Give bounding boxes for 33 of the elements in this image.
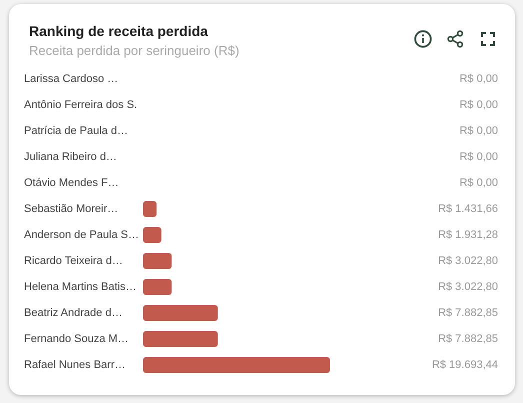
chart-subtitle: Receita perdida por seringueiro (R$) <box>29 43 240 58</box>
y-tick-label: Beatriz Andrade d… <box>24 307 122 319</box>
bar <box>143 330 218 348</box>
y-tick-label: Patrícia de Paula d… <box>24 125 128 137</box>
bar <box>143 200 157 218</box>
y-tick-label: Rafael Nunes Barr… <box>24 359 126 371</box>
data-label: R$ 0,00 <box>459 177 498 189</box>
bar <box>143 278 172 296</box>
data-label: R$ 7.882,85 <box>438 333 498 345</box>
y-tick-label: Helena Martins Batis… <box>24 281 136 293</box>
data-label: R$ 1.931,28 <box>438 229 498 241</box>
bar <box>143 356 330 374</box>
data-label: R$ 3.022,80 <box>438 281 498 293</box>
bar <box>143 226 162 244</box>
y-tick-label: Sebastião Moreir… <box>24 203 118 215</box>
y-tick-label: Fernando Souza M… <box>24 333 129 345</box>
y-tick-label: Antônio Ferreira dos S. <box>24 99 138 111</box>
data-label: R$ 7.882,85 <box>438 307 498 319</box>
bar <box>143 304 218 322</box>
data-label: R$ 3.022,80 <box>438 255 498 267</box>
y-tick-label: Anderson de Paula S… <box>24 229 139 241</box>
y-tick-label: Larissa Cardoso … <box>24 73 118 85</box>
bar <box>143 252 172 270</box>
y-tick-label: Ricardo Teixeira d… <box>24 255 123 267</box>
y-tick-label: Otávio Mendes F… <box>24 177 119 189</box>
data-label: R$ 0,00 <box>459 99 498 111</box>
data-label: R$ 0,00 <box>459 73 498 85</box>
data-label: R$ 1.431,66 <box>438 203 498 215</box>
y-tick-label: Juliana Ribeiro d… <box>24 151 117 163</box>
data-label: R$ 0,00 <box>459 151 498 163</box>
chart-title: Ranking de receita perdida <box>29 23 208 39</box>
data-label: R$ 0,00 <box>459 125 498 137</box>
data-label: R$ 19.693,44 <box>432 359 498 371</box>
